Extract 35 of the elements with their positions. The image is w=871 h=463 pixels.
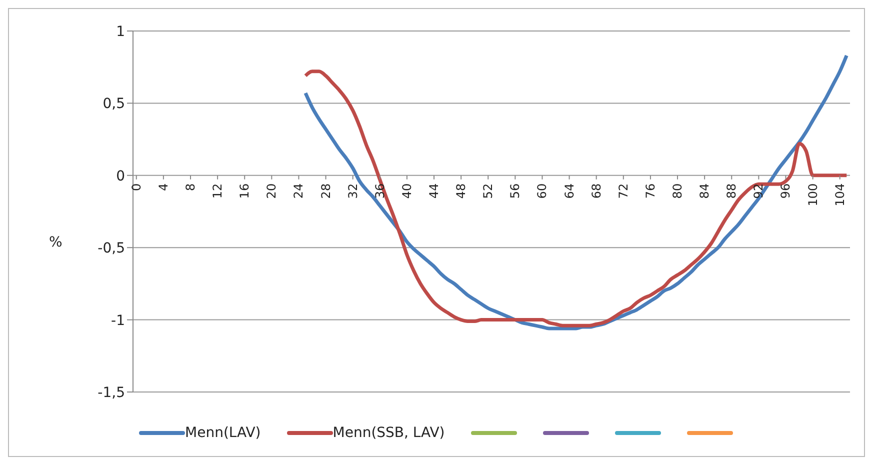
- x-tick-label: 12: [210, 183, 225, 199]
- y-tick-label: -0,5: [98, 240, 125, 257]
- x-tick-label: 100: [806, 183, 820, 206]
- x-tick-label: 84: [698, 183, 712, 199]
- y-tick-label: -1,5: [98, 384, 125, 401]
- x-tick-label: 44: [427, 183, 442, 199]
- x-tick-label: 20: [264, 183, 279, 199]
- legend-label: Menn(LAV): [185, 425, 261, 441]
- x-tick-label: 4: [156, 183, 170, 192]
- y-tick-label: -1: [111, 312, 125, 329]
- x-tick-label: 88: [724, 183, 739, 199]
- x-tick-label: 80: [670, 183, 685, 199]
- x-tick-label: 56: [508, 183, 522, 199]
- x-tick-label: 96: [778, 183, 793, 199]
- x-tick-label: 104: [832, 183, 847, 206]
- x-tick-label: 52: [481, 183, 496, 199]
- y-tick-label: 1: [116, 24, 125, 40]
- x-tick-label: 16: [238, 183, 252, 199]
- x-tick-label: 64: [562, 183, 576, 199]
- x-tick-label: 0: [129, 183, 144, 192]
- y-tick-label: 0,5: [102, 96, 125, 112]
- x-tick-label: 24: [292, 183, 306, 199]
- x-tick-label: 68: [589, 183, 604, 199]
- x-tick-label: 60: [535, 183, 550, 199]
- x-tick-label: 92: [752, 183, 766, 199]
- x-tick-label: 72: [616, 183, 630, 199]
- x-tick-label: 28: [318, 183, 333, 199]
- y-axis-title: %: [49, 234, 62, 250]
- x-tick-label: 40: [400, 183, 414, 199]
- x-tick-label: 76: [643, 183, 658, 199]
- x-tick-label: 36: [372, 183, 387, 199]
- x-tick-label: 48: [454, 183, 468, 199]
- x-tick-label: 32: [346, 183, 360, 199]
- legend-label: Menn(SSB, LAV): [332, 425, 445, 441]
- x-tick-label: 8: [183, 183, 198, 192]
